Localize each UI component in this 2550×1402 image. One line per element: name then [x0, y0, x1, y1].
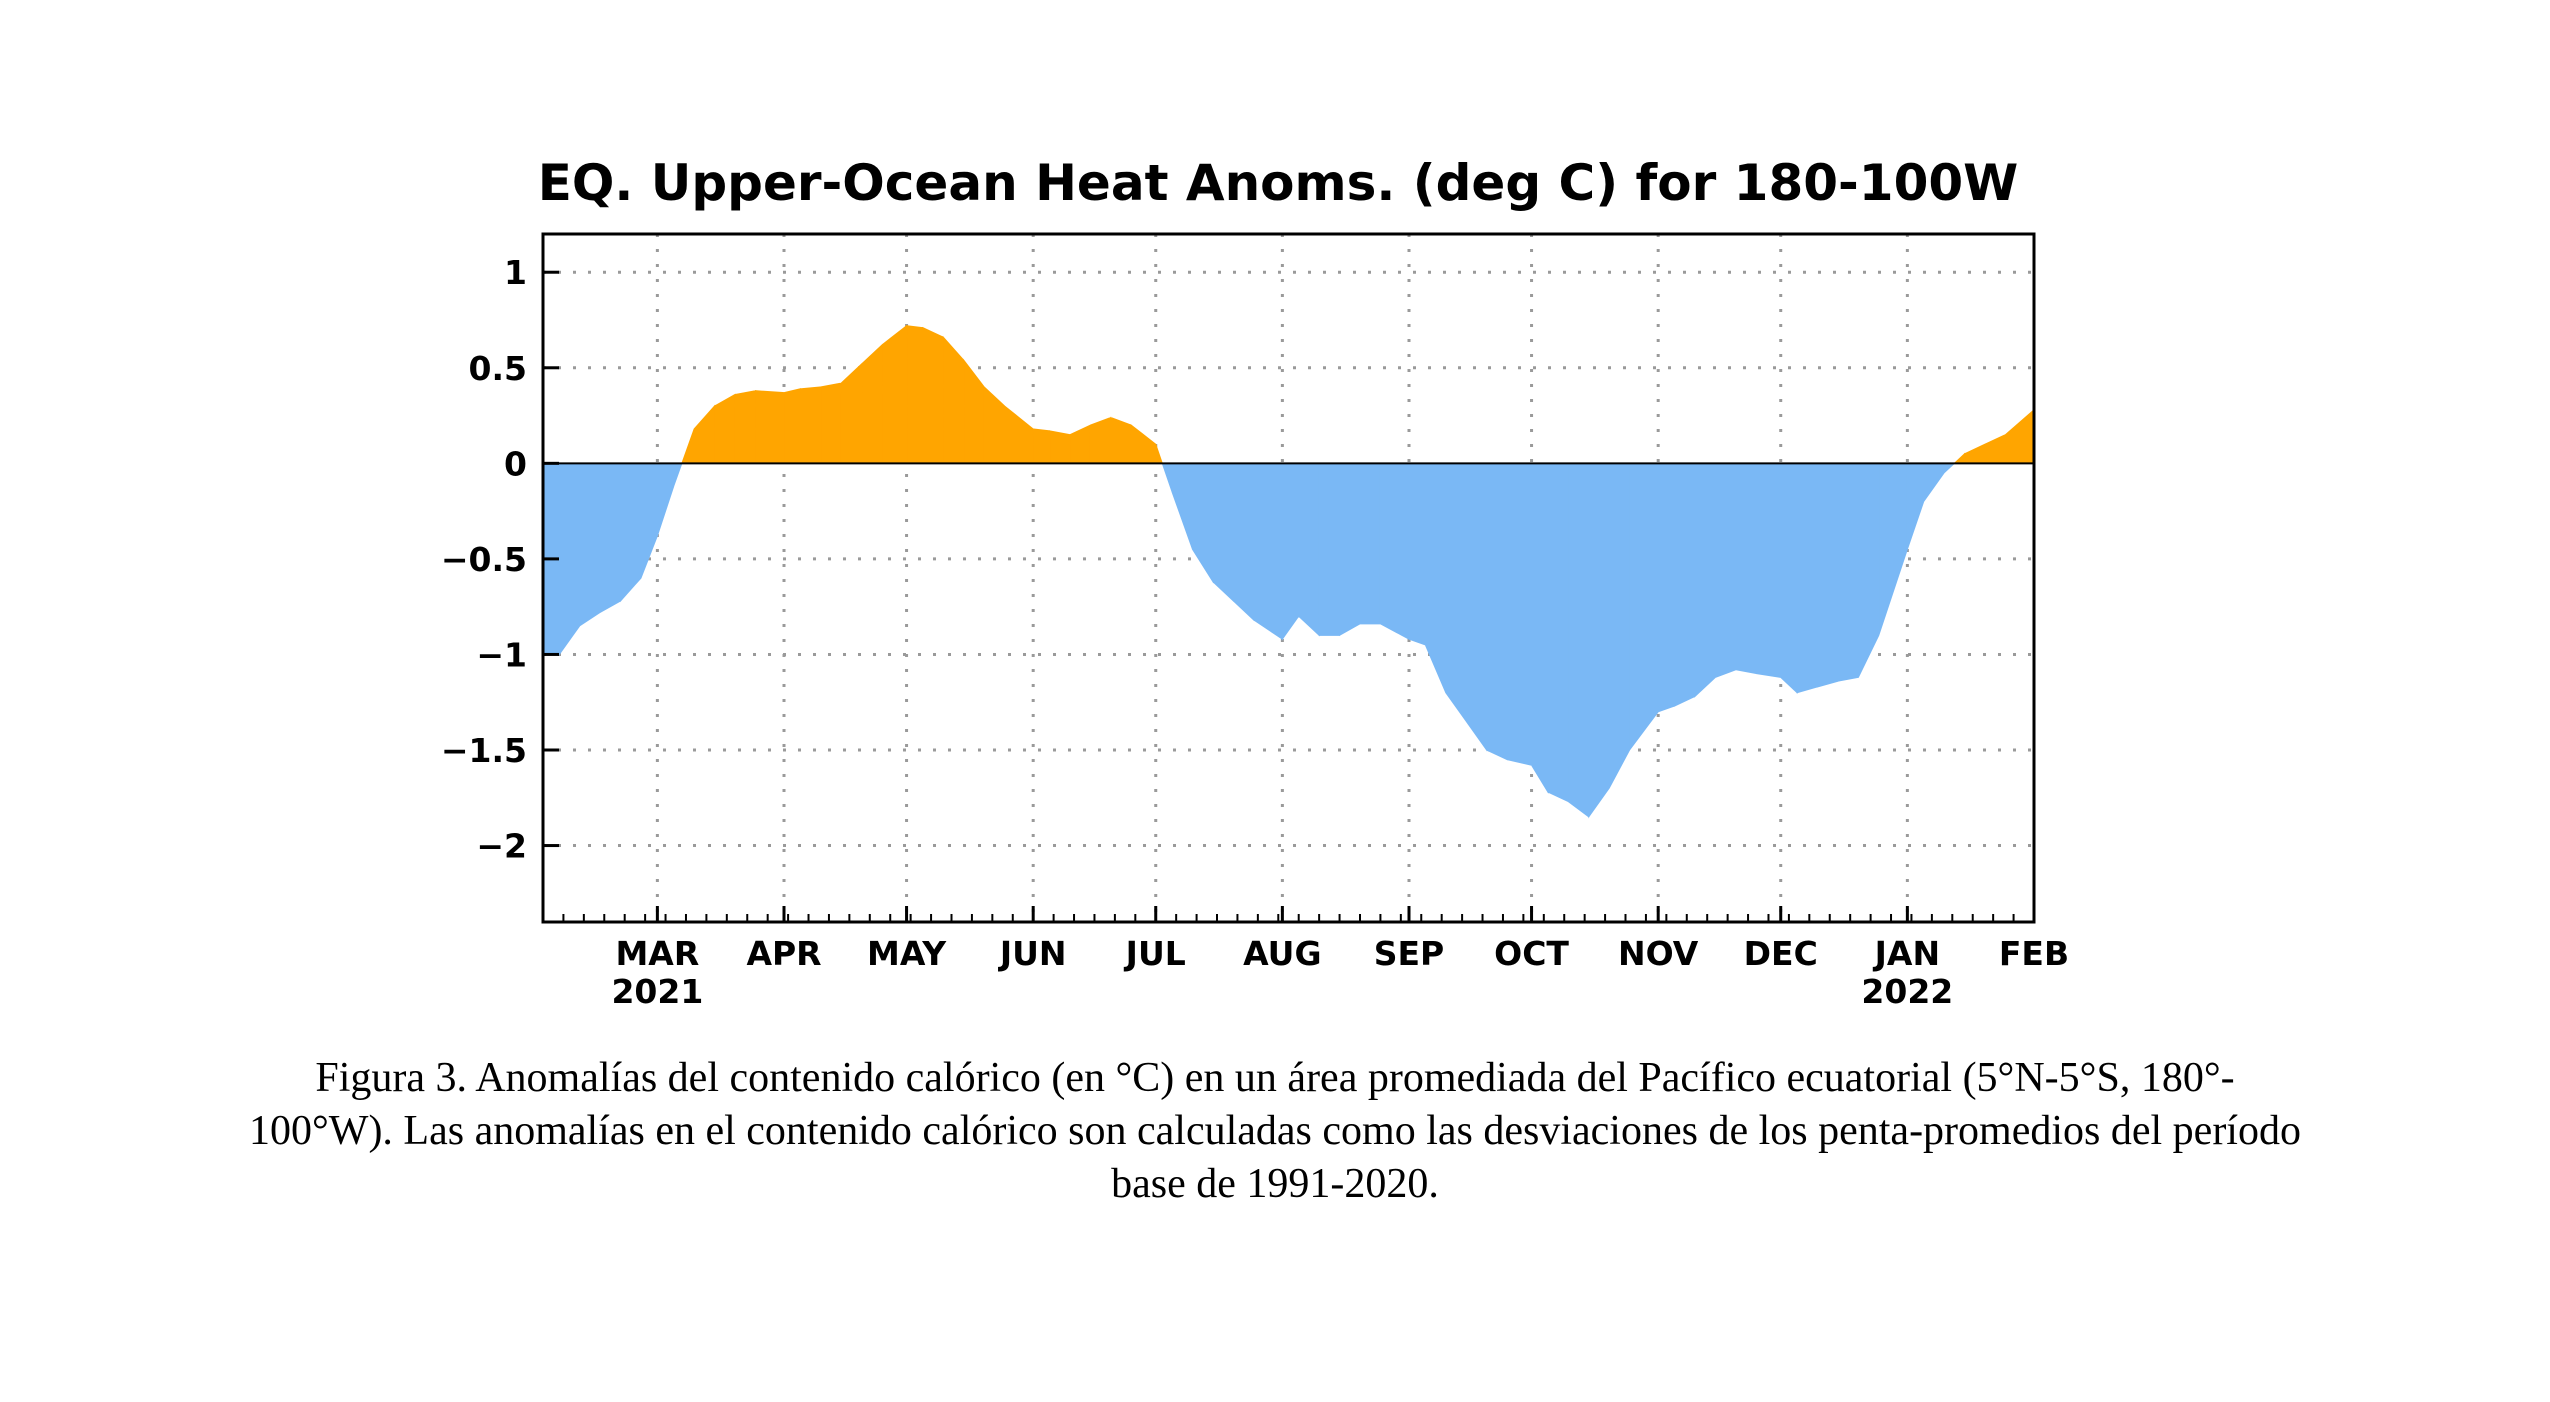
- y-tick-label: 1: [504, 253, 527, 292]
- y-tick-label: 0: [504, 444, 527, 483]
- x-tick-label: JUL: [1124, 934, 1186, 973]
- chart-title: EQ. Upper-Ocean Heat Anoms. (deg C) for …: [538, 154, 2019, 212]
- x-tick-label: DEC: [1744, 934, 1818, 973]
- x-tick-label: APR: [746, 934, 821, 973]
- y-tick-label: −2: [476, 827, 527, 866]
- anomaly-area: [542, 324, 2035, 819]
- positive-anomaly-area: [543, 324, 2035, 464]
- x-tick-label: MAY: [867, 934, 947, 973]
- caption-line-1: Figura 3. Anomalías del contenido calóri…: [315, 1055, 2235, 1101]
- x-axis: MAR APR MAY JUN JUL AUG SEP OCT NOV DEC JAN FEB 2021…: [542, 906, 2069, 1011]
- y-tick-label: −1.5: [441, 731, 527, 770]
- heat-anomaly-chart: EQ. Upper-Ocean Heat Anoms. (deg C) for …: [441, 154, 2069, 1011]
- x-tick-label: AUG: [1243, 934, 1321, 973]
- figure-caption: Figura 3. Anomalías del contenido calóri…: [140, 1052, 2410, 1211]
- negative-anomaly-area: [542, 462, 2034, 819]
- y-axis: 1 0.5 0 −0.5 −1 −1.5 −2: [441, 253, 559, 866]
- y-tick-label: −0.5: [441, 540, 527, 579]
- x-tick-label: JUN: [998, 934, 1067, 973]
- x-year-label: 2022: [1861, 972, 1953, 1011]
- x-tick-label: OCT: [1494, 934, 1569, 973]
- caption-line-2: 100°W). Las anomalías en el contenido ca…: [249, 1108, 2301, 1154]
- y-tick-label: 0.5: [469, 349, 527, 388]
- x-tick-label: NOV: [1618, 934, 1699, 973]
- plot-frame: [541, 232, 2036, 924]
- x-year-label: 2021: [611, 972, 703, 1011]
- x-tick-label: JAN: [1873, 934, 1940, 973]
- x-tick-label: FEB: [1999, 934, 2069, 973]
- caption-line-3: base de 1991-2020.: [1111, 1161, 1439, 1207]
- y-tick-label: −1: [476, 635, 527, 674]
- x-tick-label: MAR: [615, 934, 699, 973]
- x-tick-label: SEP: [1374, 934, 1445, 973]
